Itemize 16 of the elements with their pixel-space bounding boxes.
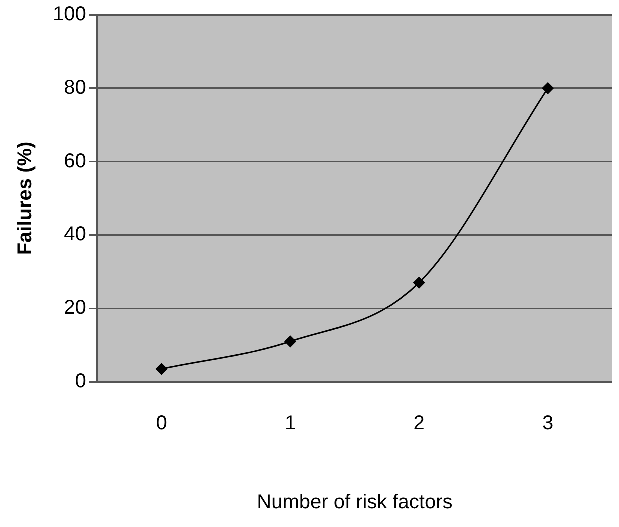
y-tick-label: 60 — [64, 150, 86, 172]
x-tick-label: 1 — [284, 412, 296, 435]
x-tick-label: 3 — [542, 412, 554, 435]
x-axis-title: Number of risk factors — [257, 492, 453, 514]
point — [542, 82, 554, 94]
y-tick-label: 20 — [64, 297, 86, 320]
x-tick-label: 0 — [156, 412, 168, 435]
point — [414, 277, 426, 289]
point — [284, 336, 296, 348]
y-tick-label: 100 — [52, 4, 86, 26]
y-axis-title: Failures (%) — [14, 142, 37, 256]
y-tick-label: 40 — [64, 224, 86, 246]
y-tick-label: 80 — [64, 76, 86, 99]
y-tick-label: 0 — [75, 370, 86, 393]
x-tick-label: 2 — [414, 412, 425, 435]
point — [156, 363, 168, 375]
